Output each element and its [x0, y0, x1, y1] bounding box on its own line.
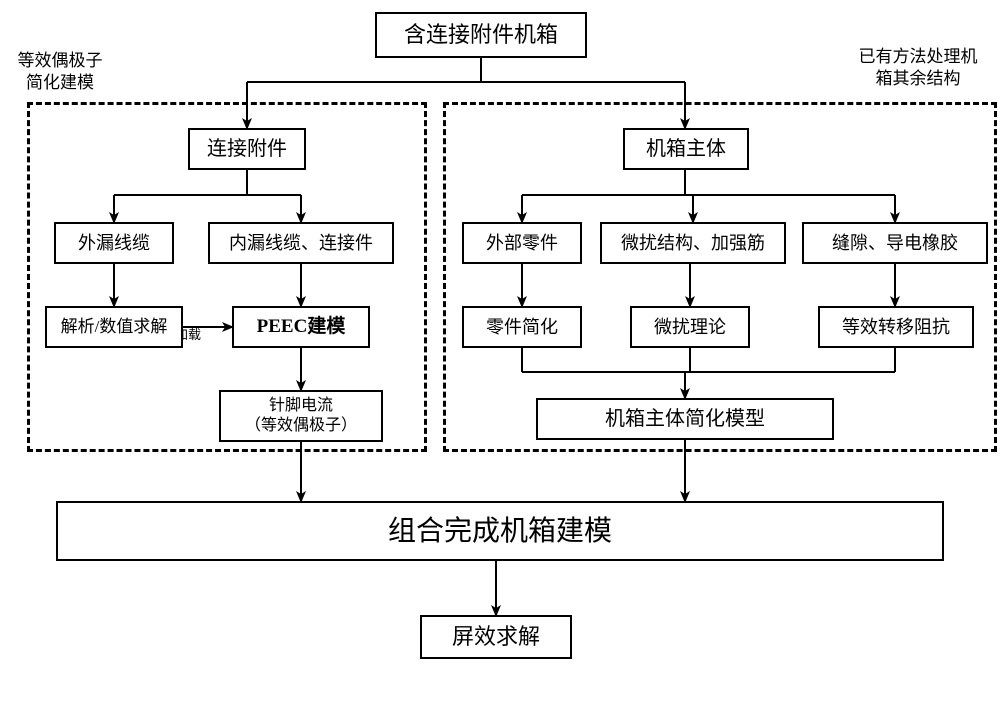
node-text: 连接附件 — [207, 137, 287, 162]
node-conn: 连接附件 — [188, 128, 306, 170]
node-text: 含连接附件机箱 — [404, 21, 558, 49]
node-text: 机箱主体简化模型 — [605, 407, 765, 432]
node-impedance: 等效转移阻抗 — [818, 306, 974, 348]
node-ext-cable: 外漏线缆 — [54, 222, 174, 264]
node-text: 内漏线缆、连接件 — [229, 232, 373, 255]
node-text: 组合完成机箱建模 — [388, 514, 612, 549]
node-root: 含连接附件机箱 — [375, 12, 587, 58]
node-text: 微扰理论 — [654, 316, 726, 339]
node-solve: 屏效求解 — [420, 615, 572, 659]
node-text: 解析/数值求解 — [61, 316, 168, 337]
node-text: PEEC建模 — [257, 315, 346, 339]
node-combine: 组合完成机箱建模 — [56, 501, 944, 561]
node-text: 针脚电流（等效偶极子） — [245, 396, 357, 436]
node-text: 等效转移阻抗 — [842, 316, 950, 339]
node-text: 零件简化 — [486, 316, 558, 339]
node-ext-parts: 外部零件 — [462, 222, 582, 264]
node-body-model: 机箱主体简化模型 — [536, 398, 834, 440]
node-perturb-theory: 微扰理论 — [630, 306, 750, 348]
node-text: 外漏线缆 — [78, 232, 150, 255]
node-peec: PEEC建模 — [232, 306, 370, 348]
node-text: 机箱主体 — [646, 137, 726, 162]
label-right-group-title: 已有方法处理机箱其余结构 — [838, 46, 998, 90]
node-body: 机箱主体 — [623, 128, 749, 170]
node-gap: 缝隙、导电橡胶 — [802, 222, 988, 264]
label-left-group-title: 等效偶极子简化建模 — [10, 50, 110, 94]
node-text: 屏效求解 — [452, 623, 540, 651]
flowchart-canvas: 等效偶极子简化建模 已有方法处理机箱其余结构 加载 含连接附件机箱 连接附件 机… — [0, 0, 1000, 703]
node-text: 外部零件 — [486, 232, 558, 255]
node-analytic: 解析/数值求解 — [45, 306, 183, 348]
node-perturb: 微扰结构、加强筋 — [600, 222, 786, 264]
node-pin-current: 针脚电流（等效偶极子） — [219, 390, 383, 442]
node-text: 缝隙、导电橡胶 — [832, 232, 958, 255]
node-simplify-parts: 零件简化 — [462, 306, 582, 348]
node-text: 微扰结构、加强筋 — [621, 232, 765, 255]
node-int-cable: 内漏线缆、连接件 — [208, 222, 394, 264]
